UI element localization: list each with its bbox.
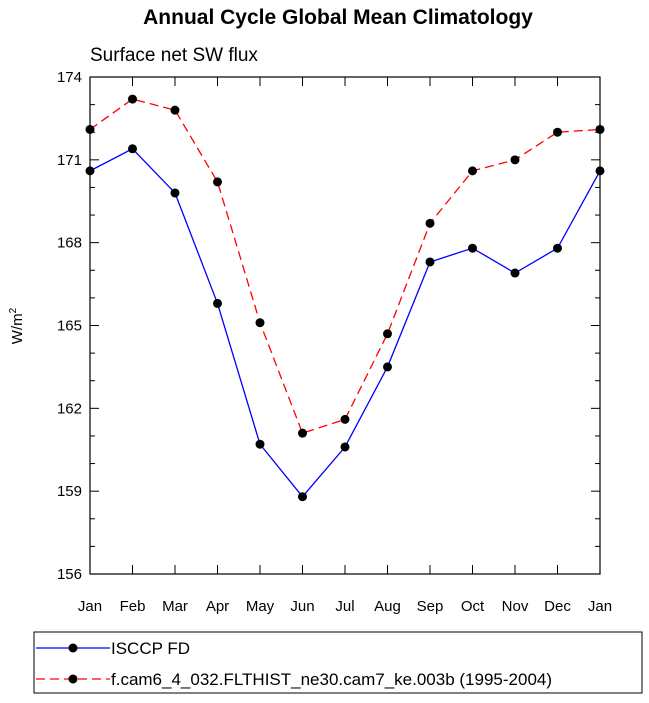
data-point <box>85 124 95 134</box>
legend-label-2: f.cam6_4_032.FLTHIST_ne30.cam7_ke.003b (… <box>111 670 552 689</box>
x-tick-label: Nov <box>502 598 529 615</box>
y-tick-label: 156 <box>57 566 82 583</box>
x-tick-label: Dec <box>544 598 571 615</box>
x-tick-label: Feb <box>120 598 146 615</box>
data-point <box>170 105 180 115</box>
x-tick-label: Jun <box>290 598 314 615</box>
data-point <box>85 166 95 176</box>
data-point <box>383 329 392 339</box>
chart-subtitle: Surface net SW flux <box>90 45 258 66</box>
y-axis-label: W/m2 <box>8 307 26 344</box>
y-tick-label: 162 <box>57 400 82 417</box>
data-point <box>595 166 605 176</box>
legend-marker <box>68 674 78 684</box>
y-tick-label: 159 <box>57 483 82 500</box>
data-point <box>128 144 137 154</box>
data-point <box>170 188 180 198</box>
data-point <box>425 257 435 267</box>
x-tick-label: Jan <box>588 598 612 615</box>
x-tick-label: Sep <box>417 598 444 615</box>
x-axis-tick-labels: Jan Feb Mar Apr May Jun Jul Aug Sep Oct Nov Dec Jan <box>78 598 612 615</box>
y-tick-label: 168 <box>57 235 82 252</box>
y-axis-tick-labels: 156 159 162 165 168 171 174 <box>57 69 82 583</box>
axis-ticks <box>89 76 601 575</box>
x-tick-label: Oct <box>461 598 485 615</box>
legend-marker <box>68 643 78 653</box>
data-point <box>553 243 562 253</box>
data-point <box>425 218 435 228</box>
data-point <box>128 94 137 104</box>
data-point <box>340 442 350 452</box>
y-axis-label-superscript: 2 <box>8 307 19 313</box>
x-tick-label: Jul <box>335 598 354 615</box>
data-point <box>553 127 562 137</box>
data-point <box>298 492 307 502</box>
legend: ISCCP FD f.cam6_4_032.FLTHIST_ne30.cam7_k… <box>33 631 643 694</box>
plot-frame <box>89 76 601 575</box>
data-point <box>255 318 265 328</box>
data-point <box>340 414 350 424</box>
x-tick-label: Mar <box>162 598 188 615</box>
legend-label-1: ISCCP FD <box>111 639 190 658</box>
plot-area: 156 159 162 165 168 171 174 Jan Feb Mar Apr May Jun… <box>57 69 612 615</box>
chart-title: Annual Cycle Global Mean Climatology <box>143 6 533 29</box>
data-point <box>468 166 477 176</box>
y-axis-label-main: W/m <box>9 313 26 344</box>
series-line-2 <box>89 98 601 434</box>
data-point <box>213 298 222 308</box>
data-point <box>213 177 222 187</box>
data-point <box>595 124 605 134</box>
series-group <box>85 94 605 502</box>
y-tick-label: 171 <box>57 152 82 169</box>
legend-box <box>33 631 643 694</box>
data-point <box>255 439 265 449</box>
y-tick-label: 174 <box>57 69 82 86</box>
x-tick-label: Aug <box>374 598 401 615</box>
data-point <box>510 155 520 165</box>
x-tick-label: Apr <box>206 598 229 615</box>
x-tick-label: Jan <box>78 598 102 615</box>
x-tick-label: May <box>246 598 275 615</box>
data-point <box>383 362 392 372</box>
data-point <box>468 243 477 253</box>
data-point <box>510 268 520 278</box>
y-tick-label: 165 <box>57 318 82 335</box>
data-point <box>298 428 307 438</box>
